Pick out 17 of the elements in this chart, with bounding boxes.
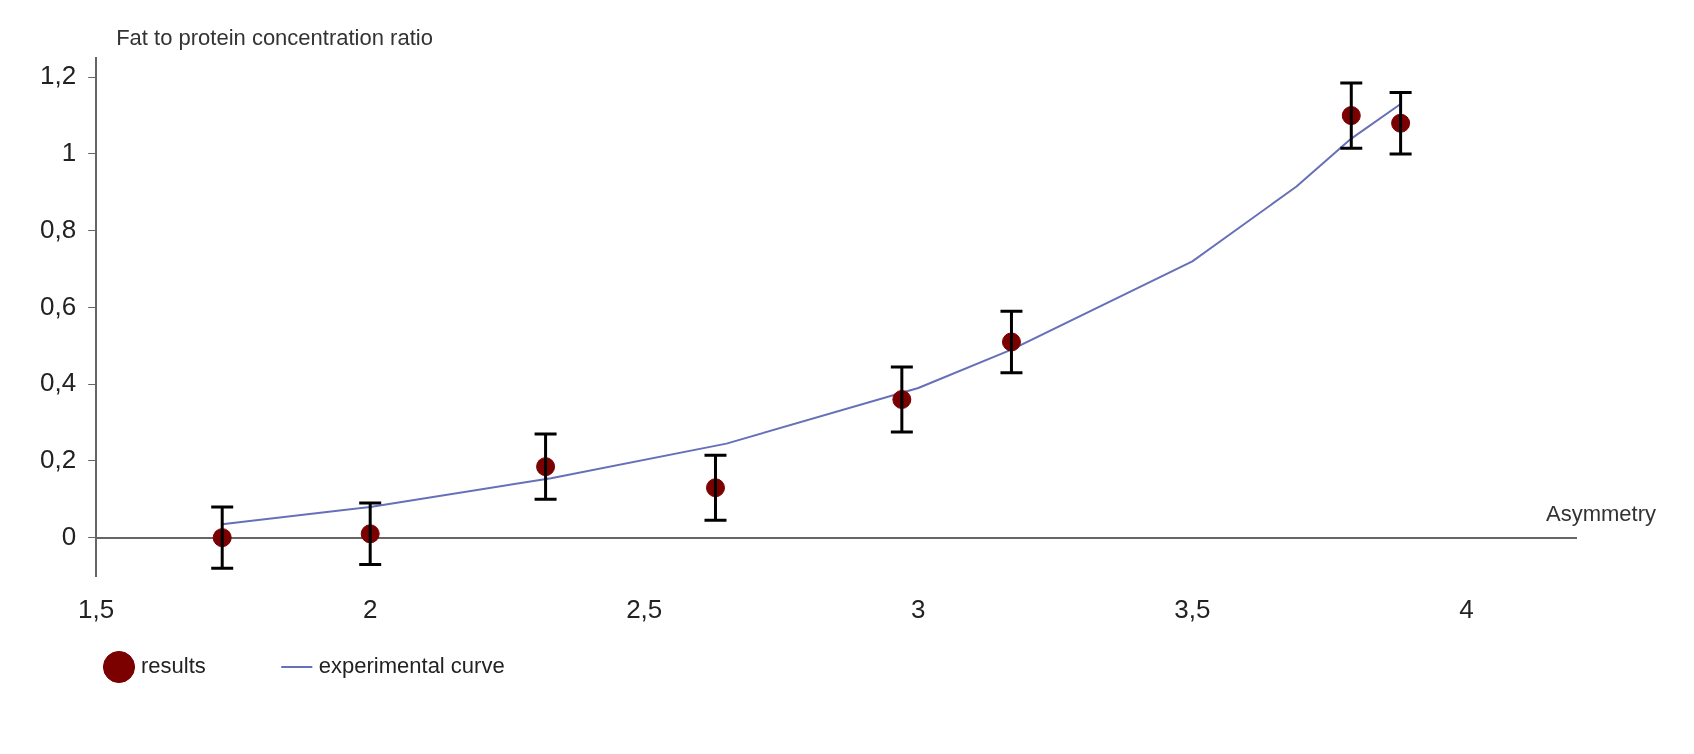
y-tick-label: 0,2	[39, 444, 77, 475]
y-tick-label: 0,8	[39, 213, 77, 244]
y-tick-label: 1	[61, 137, 77, 168]
x-tick-label: 3	[911, 594, 926, 625]
x-axis-title: Asymmetry	[1546, 500, 1656, 526]
y-tick-label: 1,2	[39, 60, 77, 91]
y-tick-label: 0,6	[39, 290, 77, 321]
y-tick-label: 0	[61, 520, 77, 551]
legend-label: results	[141, 653, 206, 679]
x-tick-label: 2	[362, 594, 378, 625]
x-tick-label: 4	[1459, 594, 1474, 625]
x-tick-label: 2,5	[626, 594, 663, 625]
legend-label: experimental curve	[318, 653, 505, 679]
y-axis-title: Fat to protein concentration ratio	[116, 25, 433, 51]
x-tick-label: 3,5	[1174, 594, 1211, 625]
x-tick-label: 1,5	[78, 594, 115, 625]
y-tick-label: 0,4	[39, 367, 77, 398]
